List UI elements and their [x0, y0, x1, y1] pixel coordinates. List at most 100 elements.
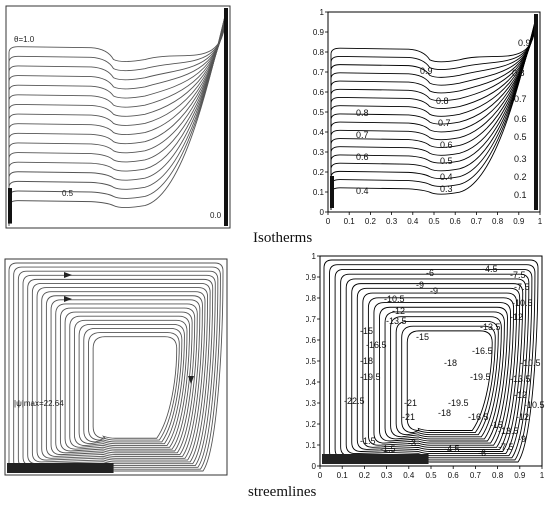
streamline	[362, 292, 518, 448]
streamline-lines-reference	[7, 262, 224, 473]
x-axis-ticks: 0 0.1 0.2 0.3 0.4 0.5 0.6 0.7 0.8 0.9 1	[318, 466, 545, 480]
isotherm-line	[330, 17, 537, 210]
streamline	[22, 274, 216, 466]
contour-value-label: -10.5	[512, 298, 533, 308]
streamline	[31, 283, 211, 463]
x-tick-label: 0.8	[492, 471, 504, 480]
x-tick-label: 0.8	[492, 217, 504, 226]
streamline	[17, 270, 219, 468]
contour-value-label: -19.5	[470, 372, 491, 382]
streamline	[41, 291, 206, 459]
contour-value-label: -21	[402, 412, 415, 422]
streamlines-reference-svg: |ψ|max=22.64	[4, 258, 228, 476]
streamline	[45, 295, 203, 457]
x-tick-label: 0.6	[450, 217, 462, 226]
streamline	[390, 316, 502, 438]
contour-value-label: 0.7	[514, 94, 527, 104]
streamline	[64, 311, 193, 450]
contour-value-label: 0.8	[356, 108, 369, 118]
streamline-contour-labels: -4.5-6 -7.5-9 -7.5-10.5-9-10.5-12-12-13.5-…	[344, 264, 545, 458]
isotherm-line	[330, 17, 537, 210]
contour-value-label: -21	[404, 398, 417, 408]
streamline	[345, 278, 527, 455]
isotherm-line	[8, 11, 227, 226]
half-label: 0.5	[62, 189, 74, 198]
y-tick-label: 0.9	[313, 28, 325, 37]
isotherm-line	[330, 17, 537, 210]
contour-value-label: -12	[510, 312, 523, 322]
y-tick-label: 0.3	[306, 399, 317, 408]
hot-wall-cluster	[534, 14, 538, 210]
contour-value-label: -6	[478, 448, 486, 458]
contour-value-label: 0.8	[436, 96, 449, 106]
x-tick-label: 0.9	[514, 471, 526, 480]
contour-value-label: 0.6	[440, 140, 453, 150]
contour-value-label: 0.1	[514, 190, 527, 200]
contour-value-label: 0.7	[438, 118, 451, 128]
flow-arrow-icon	[188, 376, 194, 384]
psi-max-label: |ψ|max=22.64	[14, 399, 64, 408]
isotherm-line	[8, 11, 227, 226]
isotherm-line	[8, 11, 227, 226]
isotherm-line	[330, 17, 537, 210]
contour-value-label: -7.5	[514, 282, 530, 292]
contour-value-label: 0.5	[440, 156, 453, 166]
isotherm-line	[330, 17, 537, 210]
hot-wall-cluster	[224, 8, 228, 226]
contour-value-label: -6	[426, 268, 434, 278]
y-axis-ticks: 0 0.1 0.2 0.3 0.4 0.5 0.6 0.7 0.8 0.9 1	[313, 8, 328, 217]
x-tick-label: 0.2	[359, 471, 371, 480]
y-tick-label: 0.6	[313, 88, 325, 97]
streamline	[356, 287, 521, 450]
isotherm-line	[8, 11, 227, 226]
streamline	[329, 264, 536, 461]
isotherm-line	[8, 11, 227, 226]
streamline-lines-computed	[322, 259, 539, 464]
contour-value-label: 0.8	[512, 68, 525, 78]
y-tick-label: 1	[320, 8, 325, 17]
contour-value-label: -4.5	[482, 264, 498, 274]
isotherm-lines-computed	[330, 14, 538, 210]
x-tick-label: 1	[538, 217, 543, 226]
y-tick-label: 0.3	[313, 148, 325, 157]
contour-value-label: 0.4	[440, 172, 453, 182]
isotherm-line	[330, 17, 537, 210]
isotherm-line	[8, 11, 227, 226]
theta-label: θ=1.0	[14, 35, 35, 44]
streamline	[55, 303, 198, 454]
y-tick-label: 1	[312, 252, 317, 261]
x-tick-label: 0.3	[381, 471, 393, 480]
isotherms-reference-svg: θ=1.0 0.5 0.0	[5, 5, 231, 229]
isotherm-lines-reference	[8, 8, 228, 226]
flow-arrow-icon	[64, 272, 72, 278]
streamlines-computed-svg: -4.5-6 -7.5-9 -7.5-10.5-9-10.5-12-12-13.5-…	[306, 252, 545, 480]
contour-value-label: -19.5	[448, 398, 469, 408]
streamline	[59, 307, 196, 452]
cold-wall-cluster	[8, 188, 12, 224]
streamline	[88, 332, 180, 441]
contour-value-label: -10.5	[524, 400, 545, 410]
streamline	[323, 259, 539, 463]
contour-value-label: 0.3	[514, 154, 527, 164]
contour-value-label: -9	[518, 434, 526, 444]
flow-arrow-icon	[64, 296, 72, 302]
contour-value-label: -19.5	[360, 372, 381, 382]
contour-value-label: -7.5	[498, 442, 514, 452]
y-tick-label: 0.2	[313, 168, 325, 177]
contour-value-label: -1.5	[380, 444, 396, 454]
isotherm-line	[330, 17, 537, 210]
x-tick-label: 0.2	[365, 217, 377, 226]
y-tick-label: 0.1	[313, 188, 325, 197]
contour-value-label: -12	[392, 306, 405, 316]
isotherm-line	[8, 11, 227, 226]
contour-value-label: -10.5	[520, 358, 541, 368]
streamlines-reference-plot: |ψ|max=22.64	[2, 256, 232, 478]
isotherm-line	[330, 17, 537, 210]
y-tick-label: 0.7	[306, 315, 317, 324]
isotherms-computed-plot: 0.9 0.9 0.8 0.8 0.8 0.7 0.7 0.7 0.6 0.6 0.6 0.5 0.5 0…	[312, 4, 548, 232]
isotherm-line	[330, 17, 537, 210]
isotherm-line	[8, 11, 227, 226]
isotherm-line	[330, 17, 537, 210]
isotherm-line	[330, 17, 537, 210]
streamline	[92, 336, 178, 439]
